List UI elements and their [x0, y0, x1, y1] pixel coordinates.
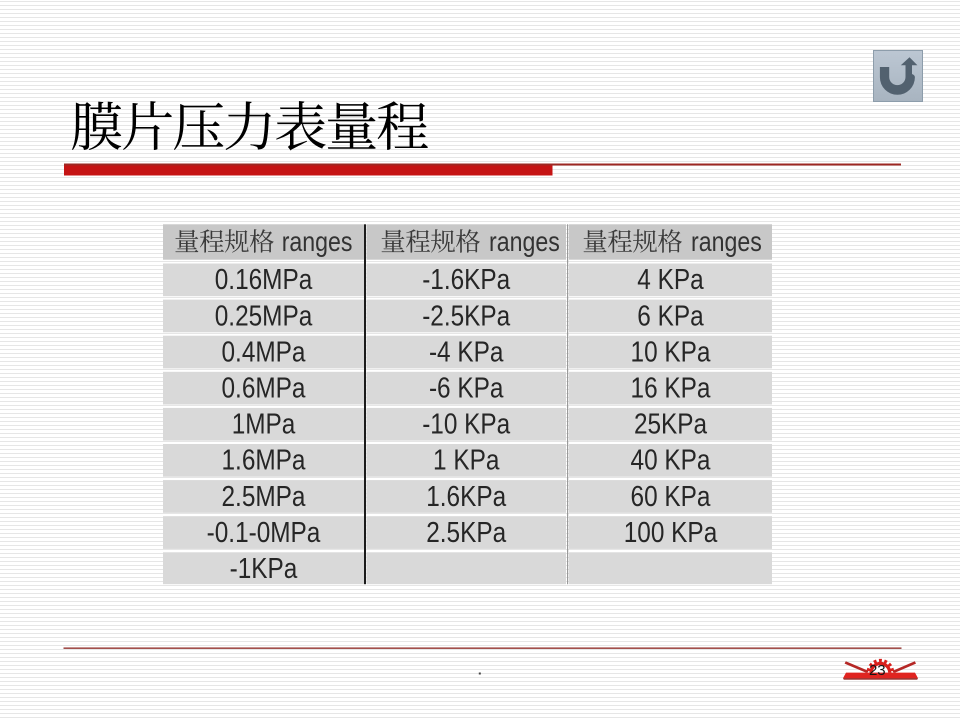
svg-text:16 KPa: 16 KPa [631, 373, 712, 405]
svg-text:1.6MPa: 1.6MPa [222, 445, 307, 477]
svg-text:ranges: ranges [489, 226, 560, 257]
svg-text:-10 KPa: -10 KPa [422, 409, 511, 441]
svg-text:23: 23 [869, 662, 886, 679]
svg-text:0.6MPa: 0.6MPa [222, 373, 307, 405]
svg-text:-4 KPa: -4 KPa [429, 336, 504, 368]
svg-text:10 KPa: 10 KPa [631, 336, 712, 368]
svg-text:ranges: ranges [691, 226, 762, 257]
svg-text:2.5KPa: 2.5KPa [426, 517, 507, 549]
svg-text:-1.6KPa: -1.6KPa [422, 264, 511, 296]
svg-text:60 KPa: 60 KPa [631, 481, 712, 513]
svg-text:-2.5KPa: -2.5KPa [422, 300, 511, 332]
svg-text:1 KPa: 1 KPa [433, 445, 500, 477]
svg-text:6 KPa: 6 KPa [637, 300, 704, 332]
svg-text:1MPa: 1MPa [232, 409, 296, 441]
svg-text:100 KPa: 100 KPa [624, 517, 718, 549]
svg-text:40 KPa: 40 KPa [631, 445, 712, 477]
svg-text:1.6KPa: 1.6KPa [426, 481, 507, 513]
svg-text:-1KPa: -1KPa [230, 553, 298, 585]
svg-text:0.4MPa: 0.4MPa [222, 336, 307, 368]
svg-text:ranges: ranges [282, 226, 353, 257]
svg-text:-6 KPa: -6 KPa [429, 373, 504, 405]
svg-text:-0.1-0MPa: -0.1-0MPa [207, 517, 321, 549]
svg-text:2.5MPa: 2.5MPa [222, 481, 307, 513]
svg-text:4 KPa: 4 KPa [637, 264, 704, 296]
svg-text:0.16MPa: 0.16MPa [215, 264, 313, 296]
svg-text:0.25MPa: 0.25MPa [215, 300, 313, 332]
svg-text:25KPa: 25KPa [634, 409, 708, 441]
